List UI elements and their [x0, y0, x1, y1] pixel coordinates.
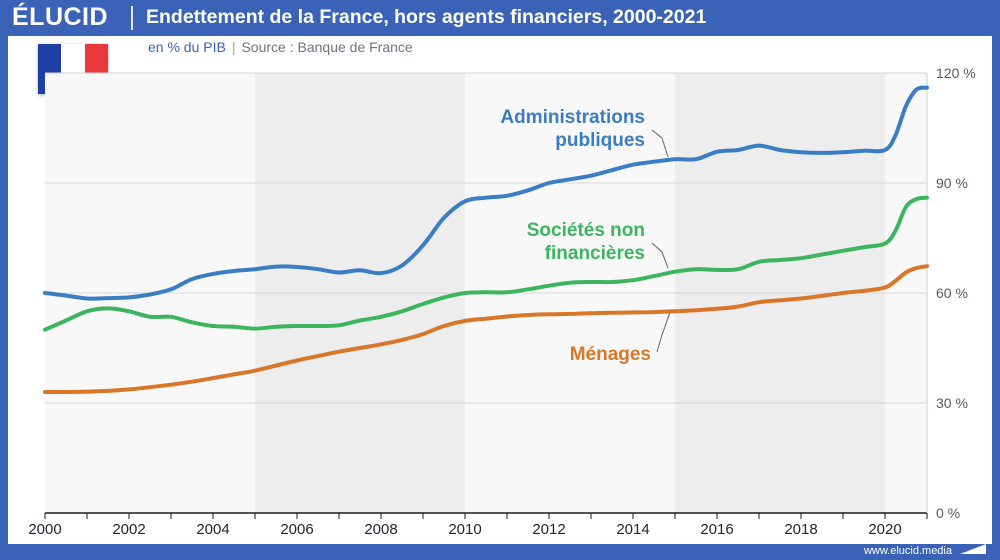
leader-line	[651, 242, 669, 269]
x-tick-label: 2004	[196, 521, 229, 538]
series-label-administrations-publiques: Administrations	[500, 107, 645, 128]
x-tick-label: 2000	[28, 521, 61, 538]
x-tick-label: 2018	[784, 521, 817, 538]
chart-subtitle: en % du PIB | Source : Banque de France	[148, 39, 413, 55]
y-tick-label: 30 %	[936, 395, 968, 411]
y-tick-label: 60 %	[936, 285, 968, 301]
y-axis: 0 % 30 % 60 % 90 % 120 %	[936, 65, 976, 521]
y-tick-label: 0 %	[936, 505, 960, 521]
x-tick-label: 2016	[700, 521, 733, 538]
subtitle-separator: |	[231, 39, 236, 55]
leader-line	[651, 129, 669, 158]
y-tick-label: 90 %	[936, 175, 968, 191]
series-label-societes-non-financieres: financières	[545, 243, 645, 264]
x-axis: 2000 2002 2004 2006 2008 2010 2012 2014 2016 2018…	[28, 73, 928, 538]
series-line-menages	[43, 264, 929, 395]
leader-line	[656, 311, 671, 353]
x-tick-label: 2006	[280, 521, 313, 538]
x-tick-label: 2008	[364, 521, 397, 538]
x-tick-label: 2012	[532, 521, 565, 538]
x-tick-label: 2014	[616, 521, 649, 538]
series-lines	[43, 85, 929, 395]
elucid-mark-icon	[960, 544, 986, 554]
website-url: www.elucid.media	[863, 545, 952, 557]
series-line-administrations-publiques	[43, 85, 929, 301]
series-line-societes-non-financieres	[43, 195, 929, 332]
x-tick-label: 2020	[868, 521, 901, 538]
series-label-societes-non-financieres: Sociétés non	[527, 220, 645, 241]
title-divider	[131, 6, 133, 30]
x-tick-label: 2002	[112, 521, 145, 538]
y-tick-label: 120 %	[936, 65, 976, 81]
x-tick-label: 2010	[448, 521, 481, 538]
series-label-menages: Ménages	[570, 344, 651, 365]
elucid-logo: ÉLUCID	[12, 3, 109, 31]
source-label: Source : Banque de France	[241, 39, 413, 55]
series-label-administrations-publiques: publiques	[555, 130, 645, 151]
title-bar: ÉLUCID Endettement de la France, hors ag…	[0, 0, 1000, 36]
chart-title: Endettement de la France, hors agents fi…	[146, 6, 707, 28]
unit-label: en % du PIB	[148, 39, 226, 55]
